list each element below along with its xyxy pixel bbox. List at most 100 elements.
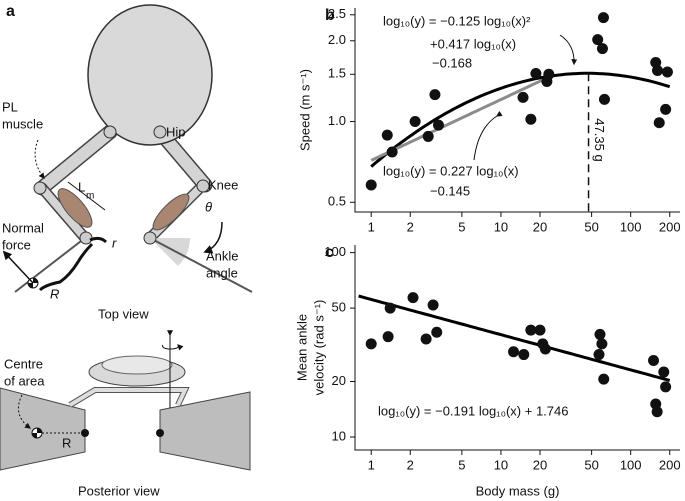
point: [432, 119, 444, 131]
plate: [159, 391, 251, 471]
angle-wedge: [150, 238, 190, 266]
centre-marker: [32, 428, 42, 438]
x-tick-label: 10: [494, 457, 508, 472]
pointer: [559, 34, 578, 66]
label: muscle: [2, 116, 43, 131]
pointer: [34, 139, 45, 179]
y-tick-label: 2.5: [328, 6, 346, 21]
equation: log₁₀(y) = −0.125 log₁₀(x)²: [383, 13, 531, 28]
point: [407, 292, 419, 304]
point: [597, 12, 609, 24]
point: [381, 129, 393, 141]
y-tick-label: 50: [332, 300, 346, 315]
point: [594, 328, 606, 340]
point: [598, 93, 610, 105]
knee-joint: [33, 181, 47, 195]
label: R: [62, 435, 71, 450]
x-tick-label: 200: [659, 219, 681, 234]
knee-joint: [196, 179, 210, 193]
label: r: [112, 235, 117, 250]
panel-a-diagram: a PL muscle Hip Knee L m r θ Ankle angle…: [0, 3, 253, 498]
point: [517, 91, 529, 103]
equation: −0.145: [430, 183, 470, 198]
label: m: [86, 191, 94, 202]
axes: [354, 8, 680, 213]
point: [541, 76, 553, 88]
point: [525, 113, 537, 125]
panel-label: b: [325, 7, 335, 24]
panel-label: c: [325, 244, 334, 261]
leg: [68, 387, 190, 408]
foot: [14, 237, 86, 293]
equation: log₁₀(y) = −0.191 log₁₀(x) + 1.746: [378, 403, 568, 418]
hip-joint: [153, 125, 167, 139]
point: [409, 116, 421, 128]
pointer: [473, 110, 503, 161]
fit-line: [358, 294, 671, 382]
x-tick-label: 20: [533, 219, 547, 234]
muscle: [152, 193, 190, 231]
muscle: [57, 188, 93, 228]
peak-label: 47.35 g: [592, 118, 607, 161]
y-tick-label: 1.0: [328, 113, 346, 128]
point: [422, 130, 434, 142]
fit-line: [370, 71, 671, 168]
point: [518, 349, 530, 361]
x-tick-label: 2: [407, 219, 414, 234]
joint: [156, 429, 164, 437]
thigh: [36, 126, 116, 194]
point: [658, 366, 670, 378]
label: Hip: [166, 124, 186, 139]
equation: −0.168: [432, 55, 472, 70]
axes: [354, 245, 680, 451]
brace: [89, 236, 108, 244]
label: R: [50, 286, 59, 301]
y-tick-label: 1.5: [328, 66, 346, 81]
point: [365, 179, 377, 191]
x-tick-label: 200: [659, 457, 681, 472]
force-arrow: [2, 250, 34, 284]
equation: +0.417 log₁₀(x): [430, 36, 516, 51]
y-axis-label: Speed (m s⁻¹): [297, 69, 312, 151]
y-tick-label: 0.5: [328, 194, 346, 209]
y-axis-label: Mean ankle: [294, 314, 309, 381]
point: [420, 333, 432, 345]
point: [660, 381, 672, 393]
point: [539, 343, 551, 355]
x-tick-label: 100: [620, 219, 642, 234]
point: [429, 89, 441, 101]
point: [648, 354, 660, 366]
label: Ankle: [206, 248, 239, 263]
point: [508, 346, 520, 358]
point: [596, 338, 608, 350]
body: [101, 355, 173, 375]
point: [652, 64, 664, 76]
x-tick-label: 50: [584, 457, 598, 472]
y-axis-label: velocity (rad s⁻¹): [311, 300, 326, 396]
point: [382, 331, 394, 343]
plate: [0, 387, 86, 471]
shank: [38, 184, 89, 242]
label: angle: [206, 265, 238, 280]
label: force: [2, 237, 31, 252]
point: [431, 326, 443, 338]
dimension: [67, 181, 106, 211]
label: of area: [4, 373, 45, 388]
brace: [38, 242, 94, 292]
caption: Posterior view: [78, 483, 160, 498]
panel-label: a: [6, 3, 15, 20]
ankle-joint: [79, 231, 93, 245]
leg: [68, 388, 189, 407]
body: [87, 4, 213, 146]
point: [592, 34, 604, 46]
foot: [149, 237, 253, 293]
point: [661, 66, 673, 78]
rotation-arrow: [162, 344, 184, 351]
label: Centre: [4, 356, 43, 371]
hip-joint: [103, 125, 117, 139]
point: [534, 324, 546, 336]
y-tick-label: 2.0: [328, 32, 346, 47]
x-tick-label: 1: [368, 457, 375, 472]
point: [525, 324, 537, 336]
